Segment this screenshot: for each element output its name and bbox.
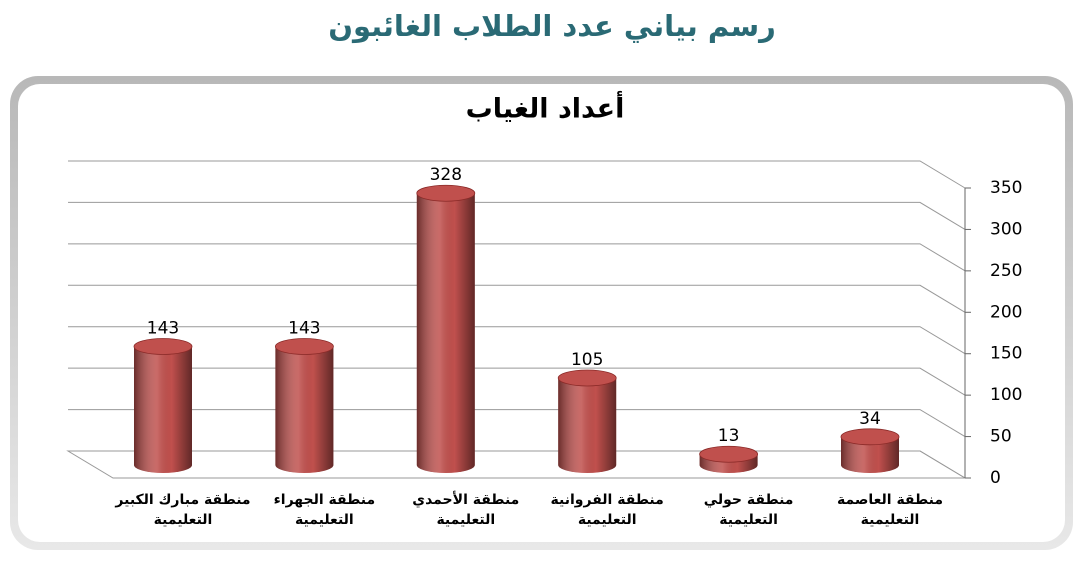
grid-line bbox=[68, 367, 966, 396]
bar-top bbox=[840, 428, 900, 446]
bar-top bbox=[699, 445, 758, 463]
bar-top bbox=[416, 184, 476, 202]
bar-shade bbox=[558, 370, 617, 473]
y-tick-label: 50 bbox=[990, 427, 1012, 447]
bar-shade bbox=[275, 338, 334, 473]
frame-inner bbox=[18, 84, 1065, 542]
page-title: رسم بياني عدد الطلاب الغائبون bbox=[328, 9, 776, 43]
bar-top bbox=[274, 338, 334, 355]
bar-top bbox=[133, 338, 193, 355]
value-label: 13 bbox=[718, 426, 740, 446]
y-tick-label: 150 bbox=[990, 344, 1022, 364]
y-tick-label: 250 bbox=[990, 261, 1022, 281]
y-tick-label: 300 bbox=[990, 219, 1022, 239]
x-tick-label: منطقة العاصمة التعليمية bbox=[836, 492, 944, 528]
y-tick-label: 350 bbox=[990, 178, 1022, 198]
x-tick-label: منطقة حولي التعليمية bbox=[703, 492, 794, 528]
y-tick-label: 0 bbox=[990, 468, 1001, 488]
value-label: 143 bbox=[147, 319, 179, 339]
bar-shade bbox=[134, 338, 192, 473]
chart-title: أعداد الغياب bbox=[466, 91, 625, 125]
value-label: 143 bbox=[288, 319, 320, 339]
y-tick-label: 200 bbox=[990, 302, 1022, 322]
x-tick-label: منطقة الفروانية التعليمية bbox=[550, 492, 664, 528]
bar-shade bbox=[416, 185, 475, 473]
y-tick-label: 100 bbox=[990, 385, 1022, 405]
grid-line bbox=[68, 243, 966, 272]
grid-line bbox=[68, 160, 966, 189]
value-label: 105 bbox=[571, 350, 603, 370]
value-label: 328 bbox=[430, 165, 462, 185]
x-tick-label: منطقة الأحمدي التعليمية bbox=[412, 492, 520, 528]
grid-line bbox=[68, 284, 966, 313]
grid-line bbox=[68, 326, 966, 355]
bar-top bbox=[557, 369, 617, 387]
grid-line bbox=[68, 201, 966, 230]
value-label: 34 bbox=[859, 409, 881, 429]
x-tick-label: منطقة مبارك الكبير التعليمية bbox=[115, 492, 251, 528]
x-tick-label: منطقة الجهراء التعليمية bbox=[273, 492, 376, 528]
grid-line bbox=[68, 409, 966, 438]
grid-line bbox=[68, 450, 966, 479]
